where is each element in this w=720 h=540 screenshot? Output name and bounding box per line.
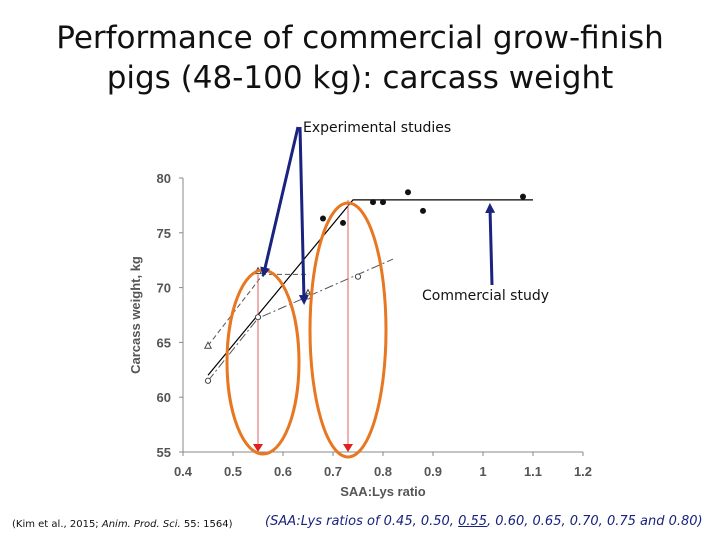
experimental-b-data-point: [204, 377, 212, 384]
commercial-data-point: [405, 189, 411, 196]
y-tick-label: 80: [157, 171, 171, 186]
y-axis-title: Carcass weight, kg: [128, 256, 143, 374]
commercial-data-point: [380, 199, 386, 206]
x-tick-label: 1.1: [524, 464, 542, 479]
x-tick-label: 0.4: [174, 464, 193, 479]
y-tick-label: 60: [157, 390, 171, 405]
commercial-study-label: Commercial study: [422, 288, 550, 304]
commercial-data-point: [370, 199, 376, 206]
ratios-pre: (SAA:Lys ratios of 0.45, 0.50,: [265, 514, 454, 529]
x-tick-label: 0.8: [374, 464, 392, 479]
citation-pre: (Kim et al., 2015;: [12, 519, 99, 530]
commercial-data-point: [520, 193, 526, 200]
citation: (Kim et al., 2015; Anim. Prod. Sci. 55: …: [12, 519, 233, 530]
ratios-underlined: 0.55: [458, 514, 488, 529]
breakpoint-arrowhead: [253, 444, 263, 452]
experimental-callout-arrow-1: [260, 126, 300, 278]
x-tick-label: 1.2: [574, 464, 592, 479]
experimental-a-data-point: [203, 341, 213, 349]
y-tick-label: 70: [157, 281, 171, 296]
breakpoint-arrowhead: [343, 444, 353, 452]
title-line-2: pigs (48-100 kg): carcass weight: [106, 60, 614, 96]
x-tick-label: 0.5: [224, 464, 242, 479]
commercial-data-point: [420, 207, 426, 214]
y-tick-label: 55: [157, 445, 171, 460]
highlight-ellipse-2: [308, 201, 388, 459]
experimental-b-data-point: [354, 273, 362, 280]
citation-journal: Anim. Prod. Sci.: [101, 519, 181, 530]
fit-line: [207, 258, 394, 382]
ratios-note: (SAA:Lys ratios of 0.45, 0.50, 0.55, 0.6…: [265, 514, 703, 529]
y-tick-label: 65: [157, 335, 171, 350]
commercial-data-point: [320, 215, 326, 222]
commercial-data-point: [340, 219, 346, 226]
experimental-b-data-point: [254, 314, 262, 321]
title-line-1: Performance of commercial grow-finish: [56, 20, 664, 56]
slide-title: Performance of commercial grow-finish pi…: [0, 18, 720, 98]
x-tick-label: 1: [479, 464, 486, 479]
commercial-callout-arrow: [485, 202, 496, 286]
experimental-studies-label: Experimental studies: [303, 120, 452, 136]
ratios-post: , 0.60, 0.65, 0.70, 0.75 and 0.80): [487, 514, 703, 529]
highlight-ellipse-1: [225, 268, 301, 456]
x-tick-label: 0.7: [324, 464, 342, 479]
citation-post: 55: 1564): [183, 519, 233, 530]
x-tick-label: 0.6: [274, 464, 292, 479]
experimental-callout-arrow-2: [298, 126, 309, 305]
y-tick-label: 75: [157, 226, 171, 241]
x-tick-label: 0.9: [424, 464, 442, 479]
x-axis-title: SAA:Lys ratio: [340, 484, 426, 499]
